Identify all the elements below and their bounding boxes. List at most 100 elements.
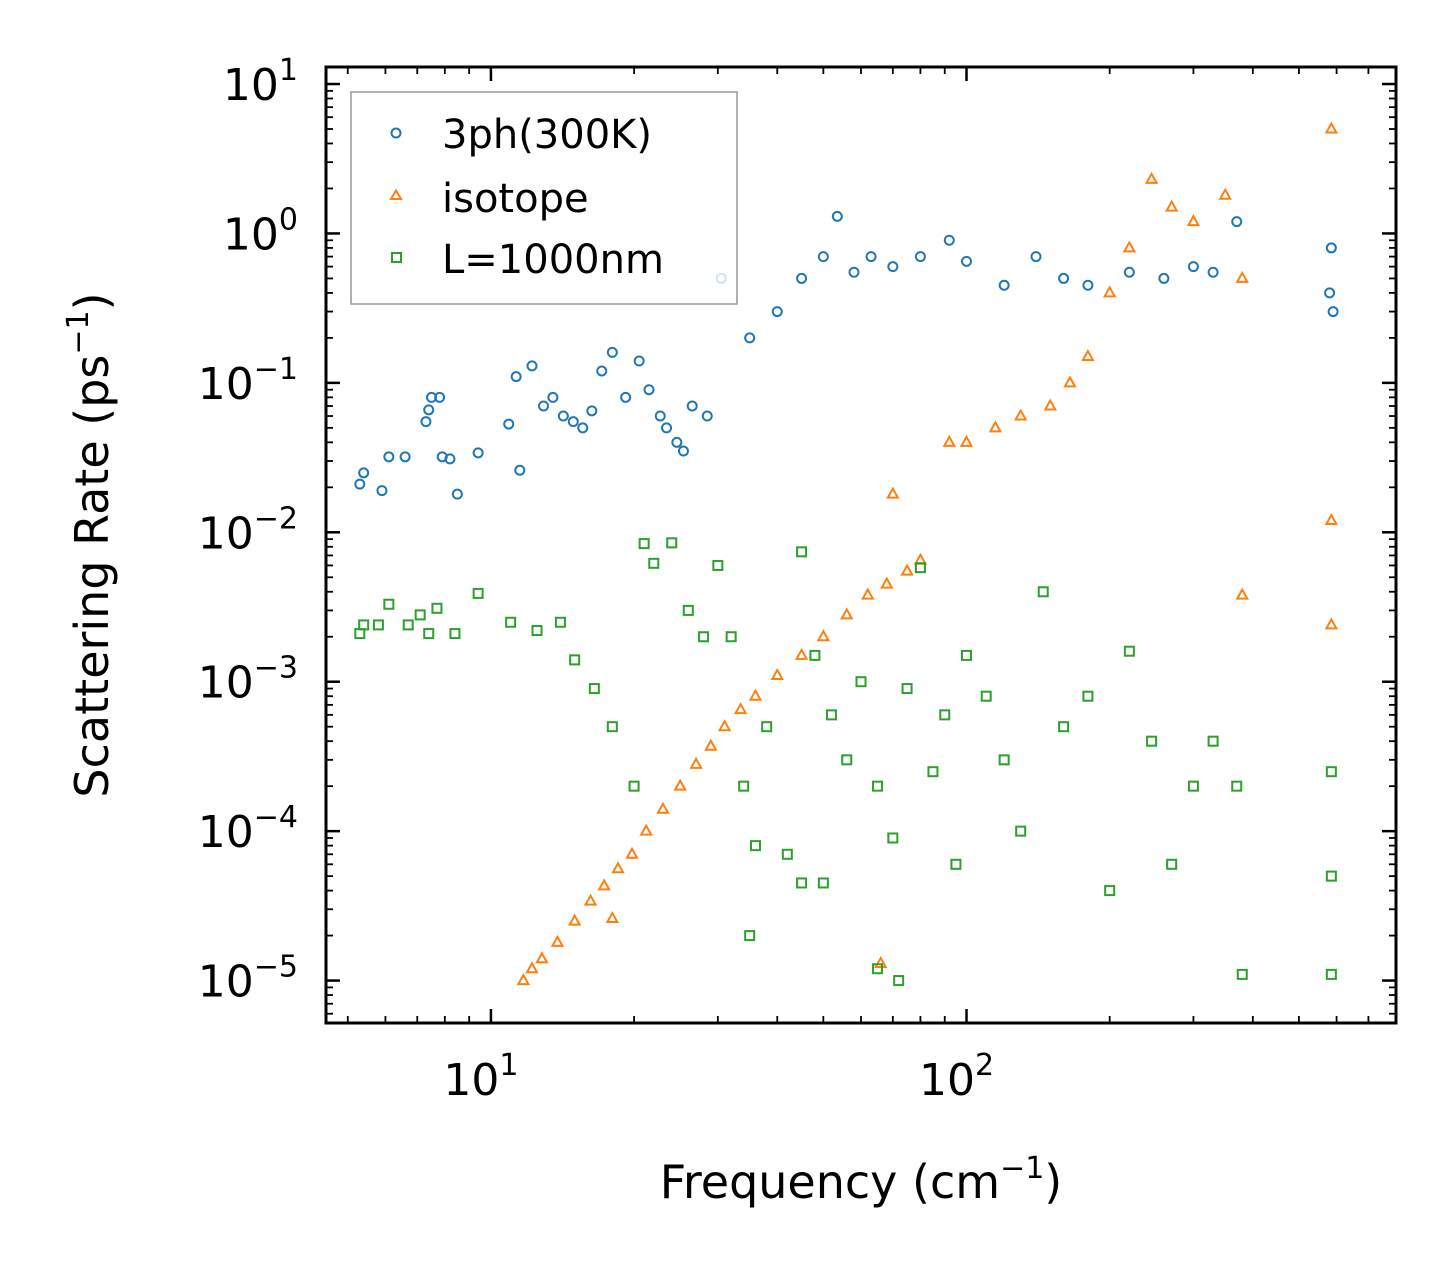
point-3ph bbox=[399, 451, 411, 463]
point-3ph bbox=[577, 422, 589, 434]
point-boundary bbox=[1187, 780, 1199, 792]
point-3ph bbox=[865, 251, 877, 263]
point-isotope bbox=[1235, 587, 1249, 600]
point-boundary bbox=[725, 631, 737, 643]
point-isotope bbox=[717, 719, 732, 732]
point-3ph bbox=[1325, 242, 1337, 254]
point-isotope bbox=[583, 893, 598, 906]
points-layer bbox=[354, 121, 1339, 987]
point-3ph bbox=[671, 436, 683, 448]
legend-label-boundary: L=1000nm bbox=[442, 237, 664, 283]
point-boundary bbox=[531, 625, 543, 637]
point-isotope bbox=[1324, 617, 1339, 630]
point-boundary bbox=[738, 780, 750, 792]
point-boundary bbox=[431, 602, 443, 614]
point-isotope bbox=[748, 688, 763, 701]
point-3ph bbox=[654, 410, 666, 422]
point-3ph bbox=[677, 445, 689, 457]
point-isotope bbox=[861, 587, 875, 600]
point-3ph bbox=[420, 416, 432, 428]
legend-label-3ph: 3ph(300K) bbox=[442, 112, 652, 158]
point-isotope bbox=[816, 629, 831, 642]
point-boundary bbox=[1082, 690, 1094, 702]
legend-box bbox=[350, 91, 738, 305]
point-isotope bbox=[689, 756, 703, 769]
point-3ph bbox=[831, 210, 843, 222]
point-boundary bbox=[569, 654, 581, 666]
point-3ph bbox=[547, 391, 559, 403]
point-boundary bbox=[744, 930, 756, 942]
x-tick-label: 102 bbox=[919, 1048, 994, 1106]
point-3ph bbox=[1058, 272, 1070, 284]
point-boundary bbox=[950, 858, 962, 870]
point-3ph bbox=[633, 355, 645, 367]
point-isotope bbox=[840, 607, 854, 620]
point-isotope bbox=[794, 647, 809, 660]
point-3ph bbox=[510, 371, 522, 383]
point-boundary bbox=[887, 832, 899, 844]
point-3ph bbox=[771, 306, 783, 318]
point-isotope bbox=[1235, 270, 1249, 283]
point-isotope bbox=[988, 420, 1003, 433]
y-tick-label: 10−4 bbox=[198, 800, 298, 858]
plot-frame bbox=[324, 65, 1398, 1025]
point-isotope bbox=[1324, 121, 1339, 134]
point-boundary bbox=[423, 628, 435, 640]
point-3ph bbox=[1030, 251, 1042, 263]
point-boundary bbox=[554, 616, 566, 628]
point-3ph bbox=[943, 234, 955, 246]
point-isotope bbox=[959, 434, 974, 447]
point-boundary bbox=[1207, 735, 1219, 747]
point-isotope bbox=[625, 846, 639, 859]
point-boundary bbox=[872, 780, 884, 792]
point-boundary bbox=[1123, 645, 1135, 657]
point-3ph bbox=[1158, 272, 1170, 284]
point-boundary bbox=[606, 721, 618, 733]
ticks-layer: 101 102 10−5 10−4 10−3 10−2 10−1 100 101 bbox=[198, 53, 1397, 1106]
point-isotope bbox=[733, 702, 748, 715]
point-boundary bbox=[980, 690, 992, 702]
point-3ph bbox=[514, 464, 526, 476]
point-boundary bbox=[998, 754, 1010, 766]
point-3ph bbox=[423, 404, 435, 416]
point-boundary bbox=[666, 537, 678, 549]
point-isotope bbox=[639, 823, 653, 836]
point-boundary bbox=[1104, 885, 1116, 897]
point-isotope bbox=[1043, 398, 1057, 411]
point-boundary bbox=[648, 557, 660, 569]
point-3ph bbox=[444, 453, 456, 465]
point-isotope bbox=[605, 910, 620, 924]
y-tick-label: 10−1 bbox=[198, 352, 298, 410]
legend-label-isotope: isotope bbox=[442, 176, 589, 222]
point-3ph bbox=[1324, 287, 1336, 299]
point-boundary bbox=[825, 709, 837, 721]
point-boundary bbox=[796, 546, 808, 558]
point-boundary bbox=[749, 840, 761, 852]
point-3ph bbox=[567, 416, 579, 428]
point-isotope bbox=[525, 961, 539, 974]
point-3ph bbox=[848, 266, 860, 278]
point-boundary bbox=[872, 963, 884, 975]
point-3ph bbox=[1187, 261, 1199, 273]
point-boundary bbox=[383, 598, 395, 610]
point-isotope bbox=[1144, 171, 1159, 184]
point-3ph bbox=[596, 365, 608, 377]
point-boundary bbox=[914, 562, 926, 574]
point-isotope bbox=[673, 778, 687, 791]
point-3ph bbox=[1123, 266, 1135, 278]
point-boundary bbox=[1325, 870, 1337, 882]
point-3ph bbox=[538, 400, 550, 412]
point-3ph bbox=[1231, 216, 1243, 228]
point-boundary bbox=[1015, 825, 1027, 837]
point-boundary bbox=[817, 877, 829, 889]
point-3ph bbox=[376, 485, 388, 497]
point-boundary bbox=[1325, 766, 1337, 778]
point-3ph bbox=[586, 405, 598, 417]
legend: 3ph(300K) isotope L=1000nm bbox=[350, 91, 738, 305]
point-3ph bbox=[526, 360, 538, 372]
point-isotope bbox=[597, 878, 611, 891]
point-boundary bbox=[588, 683, 600, 695]
y-tick-label: 101 bbox=[223, 53, 298, 111]
point-3ph bbox=[1082, 279, 1094, 291]
